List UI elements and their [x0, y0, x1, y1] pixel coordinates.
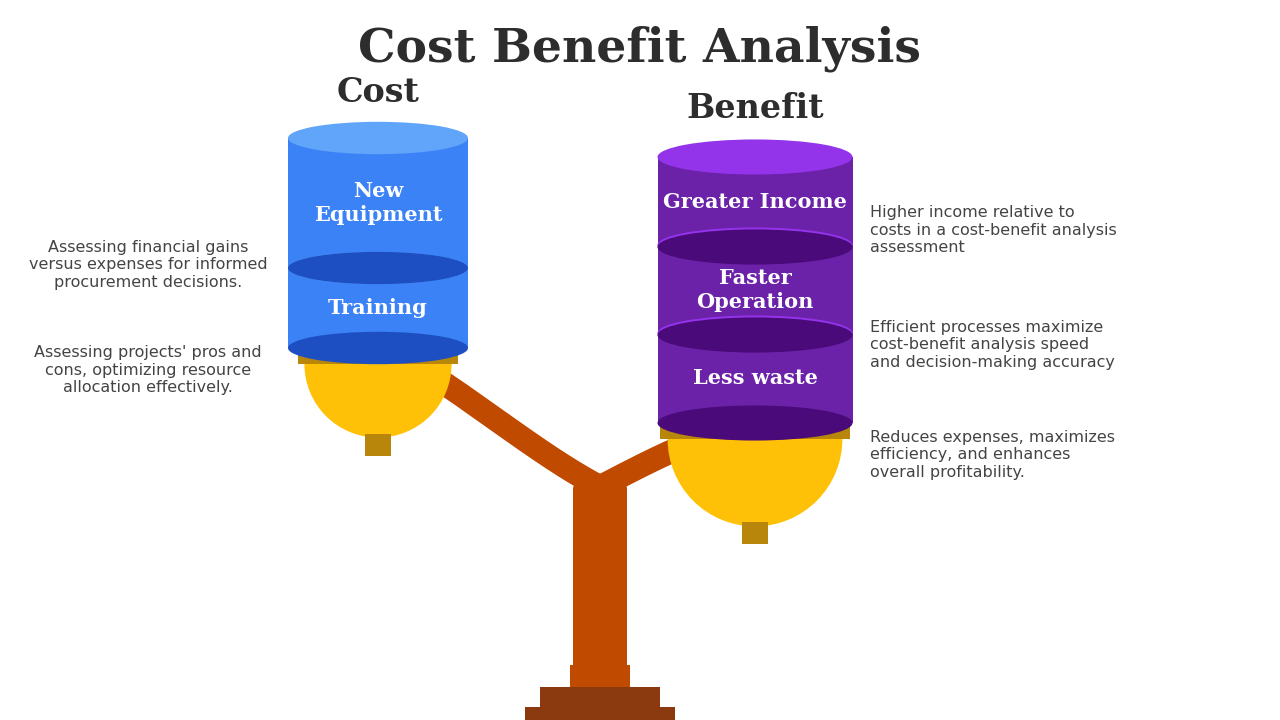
Ellipse shape	[288, 122, 468, 154]
Ellipse shape	[658, 230, 852, 264]
FancyBboxPatch shape	[742, 523, 768, 544]
Ellipse shape	[658, 140, 852, 174]
Ellipse shape	[658, 315, 852, 351]
FancyBboxPatch shape	[660, 425, 850, 439]
Text: Less waste: Less waste	[692, 368, 818, 388]
Text: Reduces expenses, maximizes
efficiency, and enhances
overall profitability.: Reduces expenses, maximizes efficiency, …	[870, 430, 1115, 480]
Wedge shape	[305, 364, 452, 438]
Wedge shape	[668, 439, 842, 526]
Text: Faster
Operation: Faster Operation	[696, 269, 814, 312]
FancyBboxPatch shape	[658, 333, 852, 423]
Text: Cost Benefit Analysis: Cost Benefit Analysis	[358, 25, 922, 71]
Text: Assessing financial gains
versus expenses for informed
procurement decisions.: Assessing financial gains versus expense…	[28, 240, 268, 290]
Text: Cost: Cost	[337, 76, 420, 109]
FancyBboxPatch shape	[288, 268, 468, 348]
Ellipse shape	[288, 332, 468, 364]
Text: Assessing projects' pros and
cons, optimizing resource
allocation effectively.: Assessing projects' pros and cons, optim…	[35, 345, 262, 395]
Ellipse shape	[658, 405, 852, 441]
FancyBboxPatch shape	[570, 665, 630, 687]
FancyBboxPatch shape	[288, 138, 468, 268]
FancyBboxPatch shape	[573, 483, 627, 671]
FancyBboxPatch shape	[525, 707, 675, 720]
Text: Training: Training	[328, 298, 428, 318]
Text: Benefit: Benefit	[686, 92, 824, 125]
FancyBboxPatch shape	[658, 245, 852, 335]
Text: Higher income relative to
costs in a cost-benefit analysis
assessment: Higher income relative to costs in a cos…	[870, 205, 1116, 255]
FancyBboxPatch shape	[365, 433, 390, 456]
Ellipse shape	[288, 252, 468, 284]
FancyBboxPatch shape	[298, 350, 458, 364]
Ellipse shape	[658, 228, 852, 263]
Text: New
Equipment: New Equipment	[314, 181, 443, 225]
Ellipse shape	[658, 318, 852, 353]
Ellipse shape	[288, 252, 468, 284]
FancyBboxPatch shape	[658, 157, 852, 247]
FancyBboxPatch shape	[540, 687, 660, 707]
Text: Greater Income: Greater Income	[663, 192, 847, 212]
Text: Efficient processes maximize
cost-benefit analysis speed
and decision-making acc: Efficient processes maximize cost-benefi…	[870, 320, 1115, 370]
